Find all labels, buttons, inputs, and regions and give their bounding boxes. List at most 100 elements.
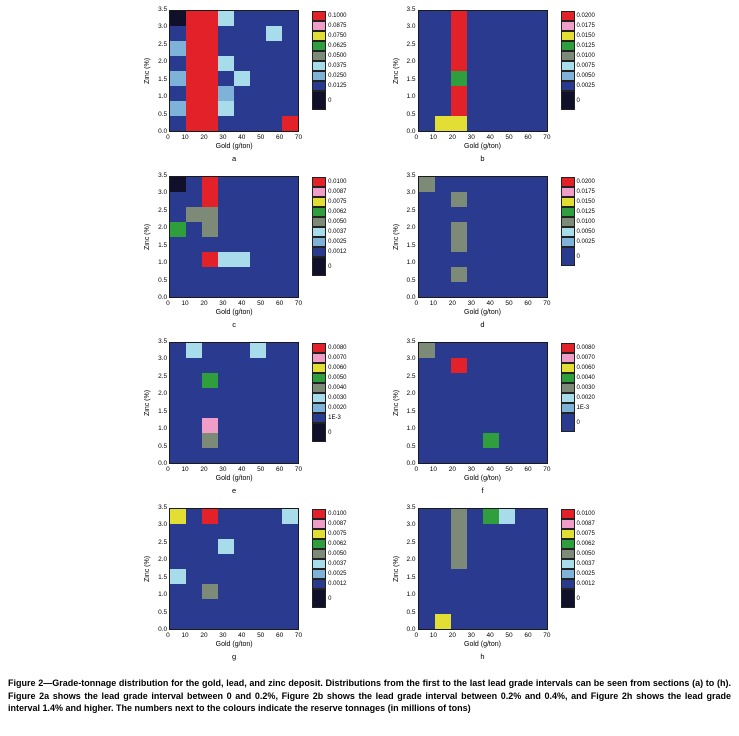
heatmap-cell (514, 509, 531, 524)
legend-item: 0.0060 (560, 363, 595, 373)
heatmap-cell (418, 252, 435, 267)
heatmap-cell (514, 11, 531, 26)
heatmap-cell (450, 433, 467, 448)
heatmap-cell (186, 222, 203, 237)
plot-column: 3.5 3.0 2.5 2.0 1.5 1.0 0.5 0.0 0 10 20 30 40 50 60 70 G… (152, 172, 302, 329)
heatmap-cell (234, 569, 251, 584)
heatmap-cell (530, 388, 547, 403)
heatmap-cell (282, 56, 299, 71)
heatmap-cell (218, 599, 235, 614)
heatmap-cell (218, 433, 235, 448)
heatmap-cell (202, 599, 219, 614)
heatmap-cell (170, 614, 187, 629)
heatmap-cell (466, 101, 483, 116)
y-axis-label: Zinc (%) (392, 389, 400, 417)
heatmap-cell (218, 569, 235, 584)
heatmap-cell (418, 177, 435, 192)
legend-value: 0 (576, 97, 580, 104)
heatmap-cell (498, 554, 515, 569)
heatmap-cell (202, 388, 219, 403)
y-tick-labels: 3.5 3.0 2.5 2.0 1.5 1.0 0.5 0.0 (401, 504, 416, 633)
heatmap-cell (466, 26, 483, 41)
x-axis-label: Gold (g/ton) (464, 641, 501, 648)
y-tick-label: 2.5 (158, 40, 168, 48)
y-tick-label: 1.0 (158, 259, 168, 267)
heatmap-cell (450, 509, 467, 524)
heatmap-cell (282, 524, 299, 539)
legend-item: 0.0050 (560, 227, 595, 237)
heatmap-cell (514, 222, 531, 237)
heatmap-cell (186, 554, 203, 569)
y-tick-label: 0.5 (406, 608, 416, 616)
y-tick-label: 3.5 (406, 6, 416, 13)
heatmap-cell (450, 418, 467, 433)
x-tick-label: 10 (181, 466, 189, 473)
heatmap-cell (482, 222, 499, 237)
heatmap-cell (218, 177, 235, 192)
heatmap-cell (234, 509, 251, 524)
heatmap-cell (434, 237, 451, 252)
heatmap-cell (514, 86, 531, 101)
heatmap-cell (450, 403, 467, 418)
legend-item: 0.0037 (312, 559, 347, 569)
heatmap-cell (186, 614, 203, 629)
y-tick-label: 3.0 (158, 189, 168, 197)
heatmap-cell (234, 418, 251, 433)
heatmap-cell (434, 71, 451, 86)
legend-value: 0 (328, 429, 332, 436)
heatmap-h (417, 508, 548, 630)
heatmap-cell (170, 237, 187, 252)
heatmap-cell (434, 599, 451, 614)
legend-item: 0 (560, 247, 595, 266)
heatmap-cell (482, 282, 499, 297)
x-tick-label: 10 (429, 134, 438, 141)
heatmap-cell (530, 282, 547, 297)
heatmap-cell (466, 177, 483, 192)
heatmap-cell (466, 373, 483, 388)
heatmap-cell (482, 524, 499, 539)
y-tick-labels: 3.5 3.0 2.5 2.0 1.5 1.0 0.5 0.0 (401, 338, 415, 467)
heatmap-cell (266, 222, 283, 237)
heatmap-cell (266, 524, 283, 539)
x-tick-label: 20 (448, 134, 456, 141)
heatmap-cell (202, 614, 219, 629)
legend-swatch (312, 237, 327, 247)
panel-c: Zinc (%) 3.5 3.0 2.5 2.0 1.5 1.0 0.5 0.0 0 10 20 30 4… (144, 172, 346, 329)
legend-item: 0.0100 (560, 509, 595, 519)
heatmap-cell (514, 282, 531, 297)
heatmap-cell (450, 101, 467, 116)
legend-item: 0.0250 (312, 71, 347, 81)
x-tick-label: 40 (486, 632, 494, 639)
heatmap-cell (514, 524, 531, 539)
heatmap-cell (250, 282, 267, 297)
legend-value: 0.0025 (576, 239, 595, 245)
x-axis-area: 0 10 20 30 40 50 60 70 Gold (g/ton) g (166, 630, 302, 661)
x-tick-label: 30 (467, 466, 475, 473)
x-tick-label: 50 (257, 134, 265, 141)
heatmap-cell (482, 403, 499, 418)
heatmap-cell (530, 539, 547, 554)
heatmap-cell (218, 509, 235, 524)
heatmap-cell (202, 56, 219, 71)
y-axis-label: Zinc (%) (144, 389, 152, 417)
heatmap-cell (218, 554, 235, 569)
y-tick-label: 2.0 (158, 58, 168, 66)
y-tick-label: 3.0 (158, 521, 168, 529)
heatmap-cell (482, 418, 499, 433)
legend-swatch (560, 207, 575, 217)
heatmap-cell (282, 509, 299, 524)
y-tick-label: 2.5 (158, 206, 168, 214)
heatmap-cell (418, 584, 435, 599)
legend-swatch (312, 373, 327, 383)
heatmap-cell (202, 192, 219, 207)
legend-value: 0 (328, 97, 332, 104)
heatmap-cell (186, 358, 203, 373)
legend-swatch (560, 197, 575, 207)
heatmap-cell (530, 101, 547, 116)
y-tick-labels: 3.5 3.0 2.5 2.0 1.5 1.0 0.5 0.0 (152, 6, 168, 135)
heatmap-cell (250, 554, 267, 569)
heatmap-cell (282, 207, 299, 222)
heatmap-cell (250, 343, 267, 358)
heatmap-cell (514, 207, 531, 222)
heatmap-cell (186, 56, 203, 71)
